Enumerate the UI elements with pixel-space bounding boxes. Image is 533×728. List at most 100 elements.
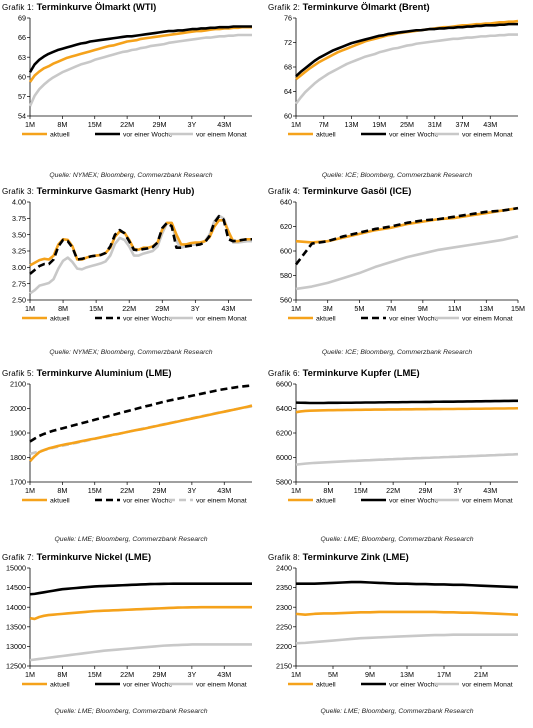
x-tick-label: 43M — [221, 304, 235, 313]
line-chart: 5800 6000 6200 6400 6600 1M 8M 15M 22M 29M 3Y 43M ak… — [276, 380, 519, 505]
chart-number: Grafik 8: — [268, 553, 301, 562]
y-tick-label: 64 — [284, 87, 292, 96]
y-tick-label: 6600 — [276, 380, 292, 389]
chart-panel-4: Grafik 4: Terminkurve Gasöl (ICE) 560 580… — [266, 184, 528, 362]
x-tick-label: 5M — [354, 304, 364, 313]
series-line-aktuell — [29, 404, 253, 463]
y-tick-label: 12500 — [6, 662, 26, 671]
x-tick-label: 1M — [291, 120, 301, 129]
x-tick-label: 43M — [483, 120, 497, 129]
chart-title-text: Terminkurve Aluminium (LME) — [36, 367, 172, 378]
chart-panel-2: Grafik 2: Terminkurve Ölmarkt (Brent) 60… — [266, 0, 528, 179]
y-tick-label: 54 — [18, 112, 26, 121]
legend-label-aktuell: aktuell — [50, 132, 70, 139]
y-tick-label: 2.50 — [12, 296, 26, 305]
y-tick-label: 68 — [284, 63, 292, 72]
y-tick-label: 2.75 — [12, 279, 26, 288]
series-line-monat — [294, 33, 518, 105]
line-chart: 60 64 68 72 76 1M 7M 13M 19M 25M 31M 37M 43M aktuell v… — [284, 14, 519, 139]
x-tick-label: 3Y — [453, 486, 462, 495]
x-tick-label: 15M — [511, 304, 525, 313]
chart-title: Grafik 4: Terminkurve Gasöl (ICE) — [268, 185, 411, 196]
y-tick-label: 560 — [280, 296, 292, 305]
y-tick-label: 76 — [284, 14, 292, 23]
line-chart: 2.50 2.75 3.00 3.25 3.50 3.75 4.00 1M 8M 15M 22M 29… — [12, 198, 252, 323]
y-tick-label: 2000 — [10, 404, 26, 413]
chart-title: Grafik 2: Terminkurve Ölmarkt (Brent) — [268, 1, 430, 12]
chart-number: Grafik 1: — [2, 3, 35, 12]
x-tick-label: 29M — [155, 304, 169, 313]
legend-label-woche: vor einer Woche — [389, 132, 439, 139]
chart-title-text: Terminkurve Nickel (LME) — [36, 551, 152, 562]
y-tick-label: 3.50 — [12, 230, 26, 239]
x-tick-label: 3Y — [187, 120, 196, 129]
x-tick-label: 8M — [323, 486, 333, 495]
line-chart: 1700 1800 1900 2000 2100 1M 8M 15M 22M 29M 3Y 43M ak… — [10, 380, 253, 505]
series-line-woche — [294, 206, 519, 266]
y-tick-label: 60 — [18, 72, 26, 81]
legend-label-monat: vor einem Monat — [462, 682, 513, 689]
series-line-monat — [29, 214, 252, 295]
y-tick-label: 6200 — [276, 429, 292, 438]
x-tick-label: 13M — [400, 670, 414, 679]
y-tick-label: 72 — [284, 38, 292, 47]
y-tick-label: 3.25 — [12, 247, 26, 256]
y-tick-label: 69 — [18, 14, 26, 23]
y-tick-label: 13500 — [6, 622, 26, 631]
x-tick-label: 9M — [365, 670, 375, 679]
x-tick-label: 9M — [418, 304, 428, 313]
x-tick-label: 1M — [25, 304, 35, 313]
x-tick-label: 22M — [120, 486, 134, 495]
legend-label-aktuell: aktuell — [50, 316, 70, 323]
y-tick-label: 620 — [280, 222, 292, 231]
source-note: Quelle: LME; Bloomberg, Commerzbank Rese… — [54, 708, 208, 715]
y-tick-label: 6000 — [276, 453, 292, 462]
x-tick-label: 1M — [291, 486, 301, 495]
y-tick-label: 3.75 — [12, 214, 26, 223]
series-line-woche — [295, 399, 518, 405]
y-tick-label: 2250 — [276, 622, 292, 631]
x-tick-label: 1M — [25, 120, 35, 129]
series-line-aktuell — [29, 218, 252, 267]
x-tick-label: 15M — [89, 304, 103, 313]
y-tick-label: 2150 — [276, 662, 292, 671]
chart-panel-1: Grafik 1: Terminkurve Ölmarkt (WTI) 54 57… — [0, 0, 262, 179]
legend-label-monat: vor einem Monat — [196, 498, 247, 505]
chart-number: Grafik 4: — [268, 187, 301, 196]
series-line-aktuell — [29, 605, 252, 621]
y-tick-label: 14000 — [6, 603, 26, 612]
x-tick-label: 31M — [428, 120, 442, 129]
legend-label-woche: vor einer Woche — [123, 132, 173, 139]
x-tick-label: 15M — [88, 670, 102, 679]
legend-label-aktuell: aktuell — [316, 132, 336, 139]
y-tick-label: 13000 — [6, 642, 26, 651]
y-tick-label: 14500 — [6, 583, 26, 592]
x-tick-label: 3Y — [187, 670, 196, 679]
x-tick-label: 3Y — [191, 304, 200, 313]
line-chart: 2150 2200 2250 2300 2350 2400 1M 5M 9M 13M 17M 21M a… — [276, 564, 519, 689]
y-tick-label: 4.00 — [12, 198, 26, 207]
series-line-woche — [296, 580, 519, 589]
chart-title-text: Terminkurve Gasöl (ICE) — [302, 185, 412, 196]
chart-title-text: Terminkurve Ölmarkt (WTI) — [36, 1, 157, 12]
x-tick-label: 3Y — [187, 486, 196, 495]
series-line-woche — [28, 25, 252, 73]
series-line-aktuell — [295, 19, 519, 81]
y-tick-label: 1800 — [10, 453, 26, 462]
y-tick-label: 2400 — [276, 564, 292, 573]
legend-label-monat: vor einem Monat — [462, 498, 513, 505]
x-tick-label: 17M — [437, 670, 451, 679]
series-line-aktuell — [295, 610, 519, 616]
chart-number: Grafik 3: — [2, 187, 35, 196]
chart-panel-5: Grafik 5: Terminkurve Aluminium (LME) 17… — [0, 366, 262, 544]
x-tick-label: 8M — [57, 120, 67, 129]
series-line-woche — [29, 384, 253, 443]
y-tick-label: 60 — [284, 112, 292, 121]
series-line-woche — [29, 215, 252, 275]
x-tick-label: 43M — [483, 486, 497, 495]
legend-label-monat: vor einem Monat — [196, 682, 247, 689]
x-tick-label: 11M — [448, 304, 461, 313]
line-chart: 54 57 60 63 66 69 1M 8M 15M 22M 29M 3Y 43M aktuell vor… — [18, 14, 252, 139]
y-tick-label: 66 — [18, 33, 26, 42]
legend-label-woche: vor einer Woche — [123, 682, 173, 689]
